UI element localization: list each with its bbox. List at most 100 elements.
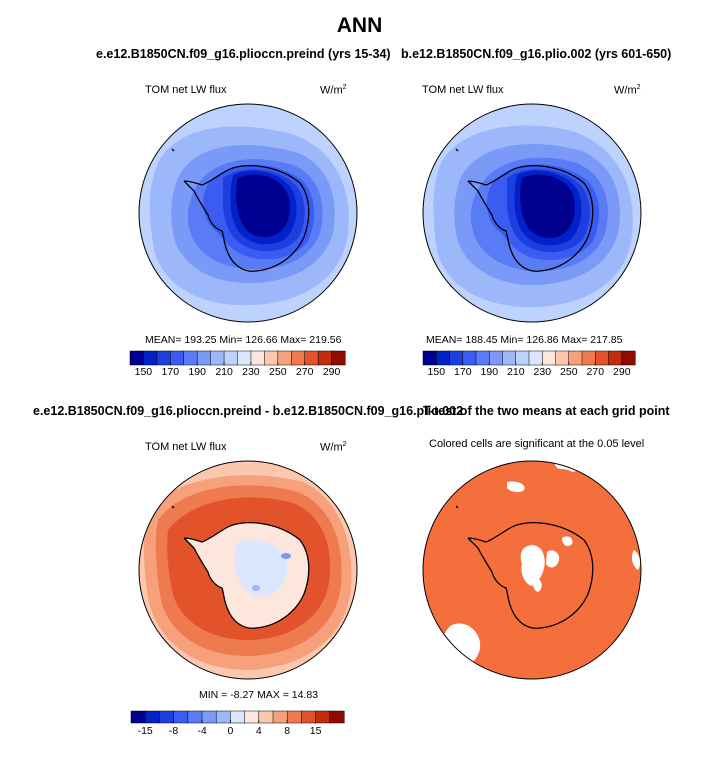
panel1-colorbar-swatch bbox=[196, 350, 212, 366]
panel1-colorbar-tick-label: 150 bbox=[134, 366, 153, 378]
panel3-map-border bbox=[138, 460, 358, 680]
panel1-colorbar bbox=[129, 350, 346, 366]
panel2-title: b.e12.B1850CN.f09_g16.plio.002 (yrs 601-… bbox=[401, 47, 672, 61]
panel3-field-center-white bbox=[234, 539, 288, 597]
panel1-colorbar-tick-label: 290 bbox=[322, 366, 341, 378]
panel1-colorbar-swatch bbox=[183, 350, 198, 366]
panel3-colorbar-swatch bbox=[286, 710, 302, 724]
panel1-colorbar-tick-label: 270 bbox=[295, 366, 314, 378]
panel3-colorbar-tick-label: 8 bbox=[284, 725, 291, 737]
panel3-colorbar-tick-label: 4 bbox=[255, 725, 262, 737]
page-title: ANN bbox=[336, 14, 383, 37]
panel3-colorbar-swatch bbox=[159, 710, 175, 724]
panel3-colorbar-tick-label: -15 bbox=[137, 725, 153, 737]
panel2-colorbar-swatch bbox=[475, 350, 490, 366]
panel1-colorbar-swatch bbox=[277, 350, 292, 366]
panel2-colorbar-swatch bbox=[581, 350, 596, 366]
panel2-field-140 bbox=[519, 174, 575, 239]
panel2-colorbar-swatch bbox=[422, 350, 437, 366]
panel4-insignificant-edge-s bbox=[533, 578, 542, 592]
panel2-colorbar-swatch bbox=[436, 350, 451, 366]
panel2-colorbar-tick-label: 190 bbox=[480, 366, 499, 378]
panel1-colorbar-tick-label: 230 bbox=[242, 366, 260, 378]
panel1-title: e.e12.B1850CN.f09_g16.plioccn.preind (yr… bbox=[96, 47, 391, 61]
panel4-insignificant-patch-n bbox=[507, 481, 525, 493]
panel3-colorbar-swatch bbox=[187, 710, 203, 724]
panel3-colorbar-swatch bbox=[230, 710, 246, 724]
panel1-colorbar-swatch bbox=[143, 350, 158, 366]
panel2-colorbar-swatch bbox=[608, 350, 623, 366]
panel2-colorbar-tick-label: 270 bbox=[586, 366, 605, 378]
panel3-colorbar-tick-label: -8 bbox=[168, 725, 179, 737]
panel4-map-border bbox=[422, 460, 642, 680]
panel1-polar-map bbox=[138, 103, 358, 323]
panel4-insignificant-center bbox=[520, 545, 545, 586]
panel2-colorbar-swatch bbox=[555, 350, 570, 366]
panel2-colorbar-swatch bbox=[515, 350, 530, 366]
panel1-colorbar-swatch bbox=[156, 350, 171, 366]
panel1-colorbar-tick-label: 190 bbox=[188, 366, 206, 378]
panel3-colorbar-swatch bbox=[215, 710, 231, 724]
panel4-insignificant-edge-e bbox=[631, 550, 641, 570]
panel1-stats: MEAN= 193.25 Min= 126.66 Max= 219.56 bbox=[145, 334, 342, 346]
panel3-stats: MIN = -8.27 MAX = 14.83 bbox=[199, 689, 319, 701]
panel3-field-blue-spot bbox=[281, 553, 291, 559]
panel1-colorbar-swatch bbox=[170, 350, 185, 366]
panel4-insignificant-ne-patch bbox=[562, 536, 573, 546]
panel1-colorbar-swatch bbox=[331, 350, 346, 366]
panel2-colorbar-tick-label: 290 bbox=[613, 366, 631, 378]
panel3-colorbar-tick-label: -4 bbox=[197, 725, 207, 737]
panel2-colorbar-tick-label: 150 bbox=[427, 366, 446, 378]
panel2-colorbar-swatch bbox=[449, 350, 464, 366]
panel1-colorbar-swatch bbox=[237, 350, 252, 366]
panel1-colorbar-swatch bbox=[304, 350, 319, 366]
panel1-colorbar-tick-label: 210 bbox=[215, 366, 233, 378]
panel2-colorbar-swatch bbox=[621, 350, 636, 366]
panel3-units: W/m2 bbox=[320, 441, 347, 454]
panel3-colorbar-swatch bbox=[329, 710, 345, 724]
panel2-colorbar-swatch bbox=[462, 350, 477, 366]
panel2-units: W/m2 bbox=[614, 84, 641, 97]
panel3-coastline bbox=[171, 505, 310, 629]
panel1-colorbar-swatch bbox=[223, 350, 239, 366]
panel3-colorbar-swatch bbox=[173, 710, 189, 724]
panel3-polar-map bbox=[138, 460, 358, 680]
panel2-colorbar bbox=[422, 350, 636, 366]
panel3-colorbar-swatch bbox=[301, 710, 317, 724]
panel3-field-blue-spot-2 bbox=[252, 585, 260, 591]
panel1-map-border bbox=[138, 103, 358, 323]
panel3-colorbar-swatch bbox=[272, 710, 288, 724]
panel3-colorbar-swatch bbox=[258, 710, 274, 724]
panel3-colorbar-tick-label: 0 bbox=[227, 725, 234, 737]
panel2-coastline bbox=[455, 148, 594, 272]
panel4-title: T-test of the two means at each grid poi… bbox=[423, 404, 670, 418]
panel2-colorbar-swatch bbox=[595, 350, 610, 366]
panel3-colorbar bbox=[130, 710, 345, 724]
panel3-title: e.e12.B1850CN.f09_g16.plioccn.preind - b… bbox=[33, 404, 464, 418]
panel2-map-border bbox=[422, 103, 642, 323]
panel1-colorbar-swatch bbox=[129, 350, 144, 366]
panel2-colorbar-swatch bbox=[568, 350, 583, 366]
panel2-stats: MEAN= 188.45 Min= 126.86 Max= 217.85 bbox=[426, 334, 623, 346]
panel2-variable-label: TOM net LW flux bbox=[422, 84, 504, 96]
panel4-coastline bbox=[455, 505, 594, 629]
panel4-insignificant-center-2 bbox=[546, 550, 560, 568]
panel1-colorbar-swatch bbox=[264, 350, 279, 366]
panel1-colorbar-tick-label: 250 bbox=[269, 366, 287, 378]
panel2-polar-map bbox=[422, 103, 642, 323]
panel1-coastline bbox=[171, 148, 310, 272]
panel1-field-140 bbox=[235, 174, 290, 238]
panel1-colorbar-swatch bbox=[250, 350, 265, 366]
panel1-variable-label: TOM net LW flux bbox=[145, 84, 227, 96]
panel1-colorbar-tick-label: 170 bbox=[161, 366, 180, 378]
panel4-subtitle: Colored cells are significant at the 0.0… bbox=[429, 438, 645, 450]
panel3-variable-label: TOM net LW flux bbox=[145, 441, 227, 453]
panel2-colorbar-tick-label: 250 bbox=[560, 366, 578, 378]
panel1-colorbar-swatch bbox=[291, 350, 306, 366]
panel3-colorbar-swatch bbox=[144, 710, 160, 724]
panel1-colorbar-swatch bbox=[317, 350, 333, 366]
panel4-polar-map bbox=[422, 460, 642, 680]
panel3-colorbar-swatch bbox=[244, 710, 260, 724]
panel3-colorbar-swatch bbox=[130, 710, 146, 724]
panel3-colorbar-tick-label: 15 bbox=[309, 725, 322, 737]
